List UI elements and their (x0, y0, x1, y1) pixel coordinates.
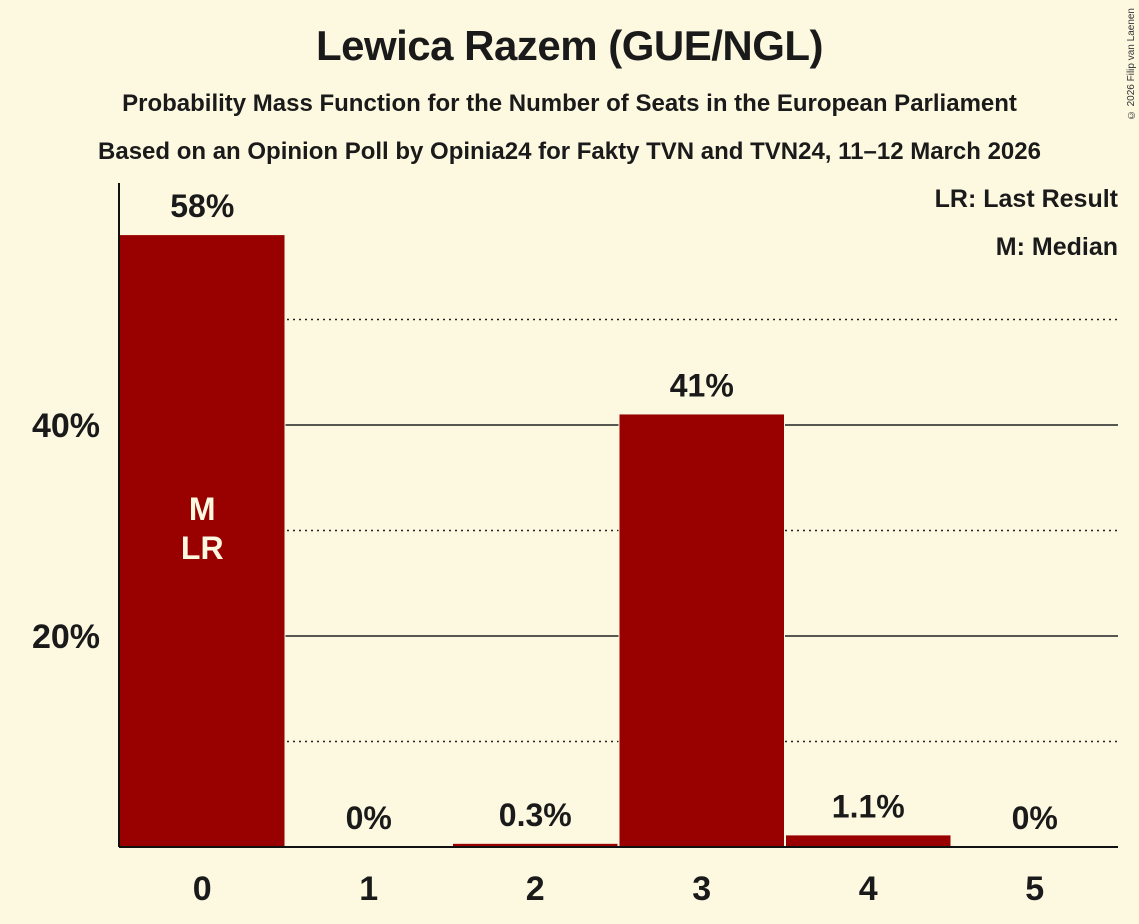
bar-seats-3 (619, 414, 784, 847)
x-tick-label: 1 (359, 870, 378, 908)
chart-subtitle: Probability Mass Function for the Number… (122, 90, 1017, 117)
bar-value-label: 41% (670, 367, 734, 403)
bar-value-label: 0.3% (499, 797, 572, 833)
bar-seats-4 (786, 835, 951, 847)
bar-value-label: 0% (1012, 800, 1058, 836)
x-tick-label: 5 (1025, 870, 1044, 908)
y-tick-label: 20% (32, 618, 100, 656)
chart-source: Based on an Opinion Poll by Opinia24 for… (98, 138, 1041, 165)
x-tick-label: 3 (692, 870, 711, 908)
bar-seats-0 (120, 235, 285, 848)
chart-title: Lewica Razem (GUE/NGL) (315, 22, 824, 69)
bar-value-label: 0% (346, 800, 392, 836)
x-tick-label: 0 (193, 870, 212, 908)
median-marker: M (189, 491, 216, 527)
legend-last-result: LR: Last Result (934, 185, 1118, 213)
bar-value-label: 1.1% (832, 788, 905, 824)
y-tick-label: 40% (32, 407, 100, 445)
x-tick-label: 2 (526, 870, 545, 908)
legend-median: M: Median (995, 233, 1118, 261)
bar-value-label: 58% (170, 188, 234, 224)
x-tick-label: 4 (859, 870, 878, 908)
bar-seats-2 (453, 843, 618, 847)
last-result-marker: LR (181, 530, 224, 566)
